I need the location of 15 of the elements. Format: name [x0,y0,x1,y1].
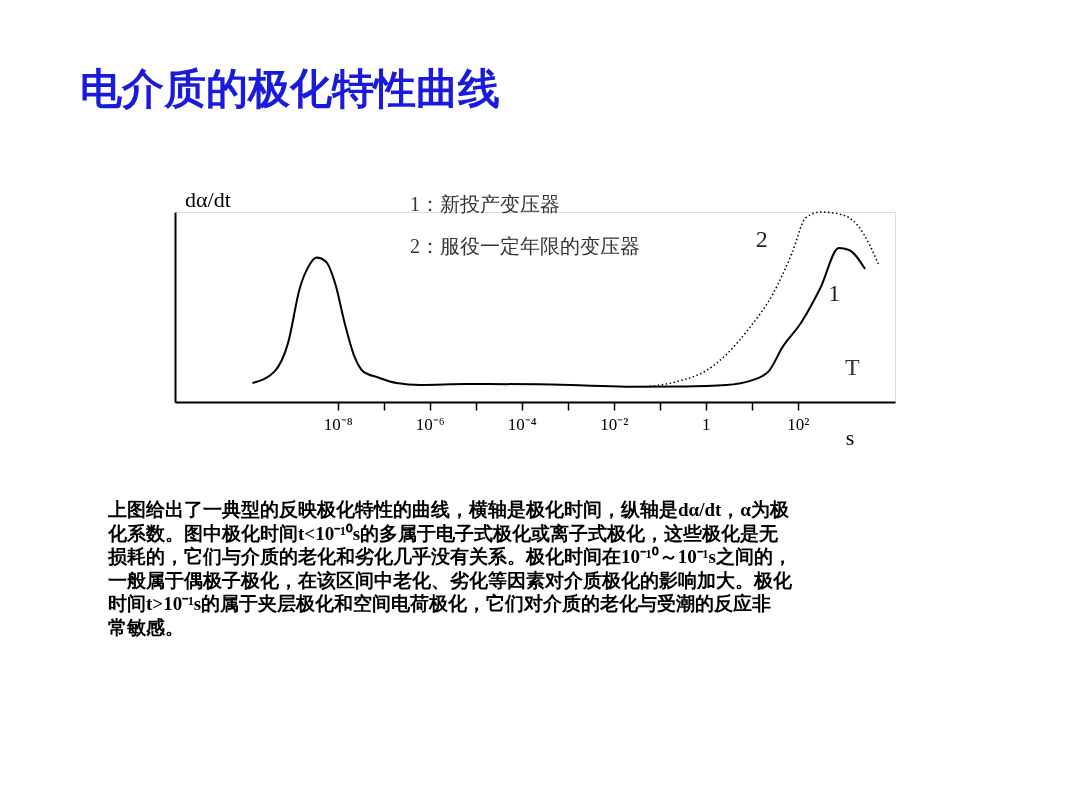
annotation: 1：新投产变压器 [410,193,560,215]
x-tick-label: 10⁻⁴ [507,414,537,434]
annotation: 2：服役一定年限的变压器 [410,235,640,257]
x-tick-label: 1 [702,414,711,434]
x-tick-label: 10⁻⁶ [415,414,445,434]
annotation: T [845,354,860,380]
chart-title: 电介质的极化特性曲线 [80,64,500,113]
text: 上图给出了一典型的反映极化特性的曲线，横轴是极化时间，纵轴是dα/dt，α为极化系数。图中极化时间t<10⁻¹⁰s的多属于电子式极化或离子式极化，这些极化是无损耗的，它们与介质的老化和劣化几乎没有关系。极化时间在10⁻¹⁰～10⁻¹s之间的，一般属于偶极子极化，在该区间中老化、劣化等因素对介质极化的影响加大。极化时间t>10⁻¹s的属于夹层极化和空间电荷极化，它们对介质的老化与受潮的反应非常敏感。 [107,499,793,638]
series-label: 2 [755,225,768,252]
series-label: 1 [828,280,841,306]
y-axis-title: dα/dt [185,187,231,212]
x-tick-label: 10⁻² [600,414,629,434]
x-tick-label: 10⁻⁸ [323,414,353,434]
x-axis-title: s [845,425,855,450]
x-tick-label: 10² [787,414,810,434]
